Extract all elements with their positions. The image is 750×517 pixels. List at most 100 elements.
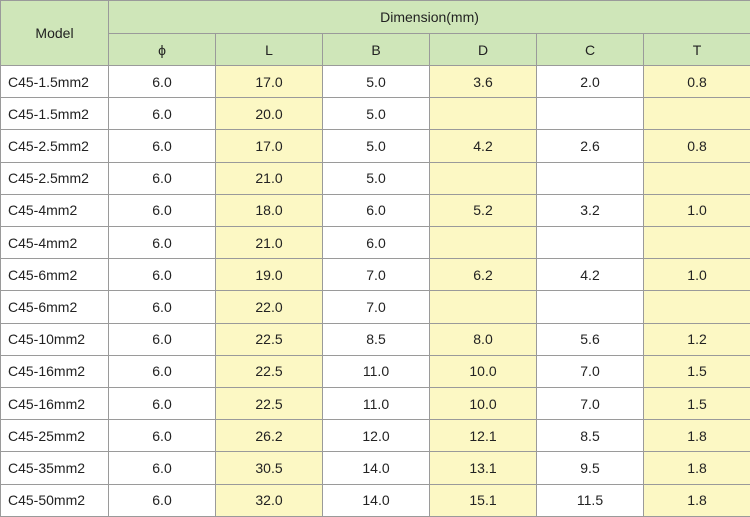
c-cell: 9.5: [536, 451, 644, 485]
d-cell: [429, 97, 537, 131]
phi-cell: 6.0: [108, 451, 216, 485]
model-cell: C45-50mm2: [0, 483, 109, 517]
d-cell: [429, 161, 537, 195]
b-cell: 8.5: [322, 322, 430, 356]
table-row: C45-2.5mm2 6.0 21.0 5.0: [0, 161, 750, 195]
c-cell: 5.6: [536, 322, 644, 356]
phi-cell: 6.0: [108, 258, 216, 292]
model-cell: C45-10mm2: [0, 322, 109, 356]
b-cell: 5.0: [322, 97, 430, 131]
b-cell: 6.0: [322, 193, 430, 228]
d-cell: 8.0: [429, 322, 537, 356]
c-cell: 2.0: [536, 64, 644, 99]
d-cell: 3.6: [429, 64, 537, 99]
column-header-row: ϕ L B D C T: [1, 33, 750, 66]
table-row: C45-1.5mm2 6.0 20.0 5.0: [0, 97, 750, 131]
l-cell: 26.2: [215, 419, 323, 453]
d-cell: [429, 290, 537, 324]
model-cell: C45-1.5mm2: [0, 64, 109, 99]
l-cell: 22.5: [215, 354, 323, 389]
model-cell: C45-2.5mm2: [0, 161, 109, 195]
l-cell: 18.0: [215, 193, 323, 228]
l-cell: 21.0: [215, 161, 323, 195]
phi-cell: 6.0: [108, 290, 216, 324]
model-cell: C45-35mm2: [0, 451, 109, 485]
column-header-b: B: [322, 33, 430, 66]
table-row: C45-2.5mm2 6.0 17.0 5.0 4.2 2.6 0.8: [0, 129, 750, 163]
b-cell: 5.0: [322, 129, 430, 163]
phi-cell: 6.0: [108, 161, 216, 195]
table-row: C45-1.5mm2 6.0 17.0 5.0 3.6 2.0 0.8: [0, 64, 750, 99]
b-cell: 5.0: [322, 64, 430, 99]
c-cell: 11.5: [536, 483, 644, 517]
table-row: C45-16mm2 6.0 22.5 11.0 10.0 7.0 1.5: [0, 387, 750, 421]
column-header-phi: ϕ: [108, 33, 216, 66]
phi-cell: 6.0: [108, 419, 216, 453]
t-cell: [642, 290, 750, 324]
l-cell: 22.5: [215, 322, 323, 356]
column-header-c: C: [536, 33, 644, 66]
phi-cell: 6.0: [108, 129, 216, 163]
d-cell: 10.0: [429, 387, 537, 421]
phi-cell: 6.0: [108, 387, 216, 421]
table-row: C45-4mm2 6.0 21.0 6.0: [0, 226, 750, 260]
c-cell: 8.5: [536, 419, 644, 453]
l-cell: 19.0: [215, 258, 323, 292]
d-cell: 13.1: [429, 451, 537, 485]
table-header-row: Model Dimension(mm): [0, 0, 750, 66]
t-cell: 1.0: [642, 193, 750, 228]
dimension-header: Dimension(mm): [107, 0, 750, 34]
l-cell: 20.0: [215, 97, 323, 131]
l-cell: 30.5: [215, 451, 323, 485]
b-cell: 11.0: [322, 354, 430, 389]
b-cell: 7.0: [322, 258, 430, 292]
model-cell: C45-2.5mm2: [0, 129, 109, 163]
d-cell: 4.2: [429, 129, 537, 163]
c-cell: 7.0: [536, 354, 644, 389]
l-cell: 32.0: [215, 483, 323, 517]
l-cell: 17.0: [215, 64, 323, 99]
phi-cell: 6.0: [108, 193, 216, 228]
c-cell: 2.6: [536, 129, 644, 163]
b-cell: 11.0: [322, 387, 430, 421]
b-cell: 14.0: [322, 451, 430, 485]
t-cell: 1.0: [642, 258, 750, 292]
phi-cell: 6.0: [108, 64, 216, 99]
model-cell: C45-25mm2: [0, 419, 109, 453]
t-cell: 1.5: [642, 354, 750, 389]
table-row: C45-50mm2 6.0 32.0 14.0 15.1 11.5 1.8: [0, 483, 750, 517]
d-cell: [429, 226, 537, 260]
t-cell: 1.8: [642, 483, 750, 517]
column-header-t: T: [642, 33, 750, 66]
l-cell: 17.0: [215, 129, 323, 163]
table-body: C45-1.5mm2 6.0 17.0 5.0 3.6 2.0 0.8 C45-1.5mm2 6…: [0, 64, 750, 517]
t-cell: 0.8: [642, 129, 750, 163]
t-cell: 1.8: [642, 419, 750, 453]
model-cell: C45-16mm2: [0, 354, 109, 389]
column-header-d: D: [429, 33, 537, 66]
model-header: Model: [0, 0, 109, 66]
phi-cell: 6.0: [108, 97, 216, 131]
column-header-l: L: [215, 33, 323, 66]
c-cell: 3.2: [536, 193, 644, 228]
phi-cell: 6.0: [108, 226, 216, 260]
c-cell: [536, 226, 644, 260]
model-cell: C45-6mm2: [0, 258, 109, 292]
phi-cell: 6.0: [108, 354, 216, 389]
t-cell: 1.5: [642, 387, 750, 421]
l-cell: 21.0: [215, 226, 323, 260]
model-cell: C45-6mm2: [0, 290, 109, 324]
table-row: C45-25mm2 6.0 26.2 12.0 12.1 8.5 1.8: [0, 419, 750, 453]
c-cell: [536, 97, 644, 131]
model-cell: C45-16mm2: [0, 387, 109, 421]
phi-cell: 6.0: [108, 322, 216, 356]
d-cell: 6.2: [429, 258, 537, 292]
t-cell: 1.8: [642, 451, 750, 485]
phi-cell: 6.0: [108, 483, 216, 517]
c-cell: [536, 161, 644, 195]
t-cell: [642, 161, 750, 195]
t-cell: 1.2: [642, 322, 750, 356]
b-cell: 7.0: [322, 290, 430, 324]
table-row: C45-6mm2 6.0 22.0 7.0: [0, 290, 750, 324]
